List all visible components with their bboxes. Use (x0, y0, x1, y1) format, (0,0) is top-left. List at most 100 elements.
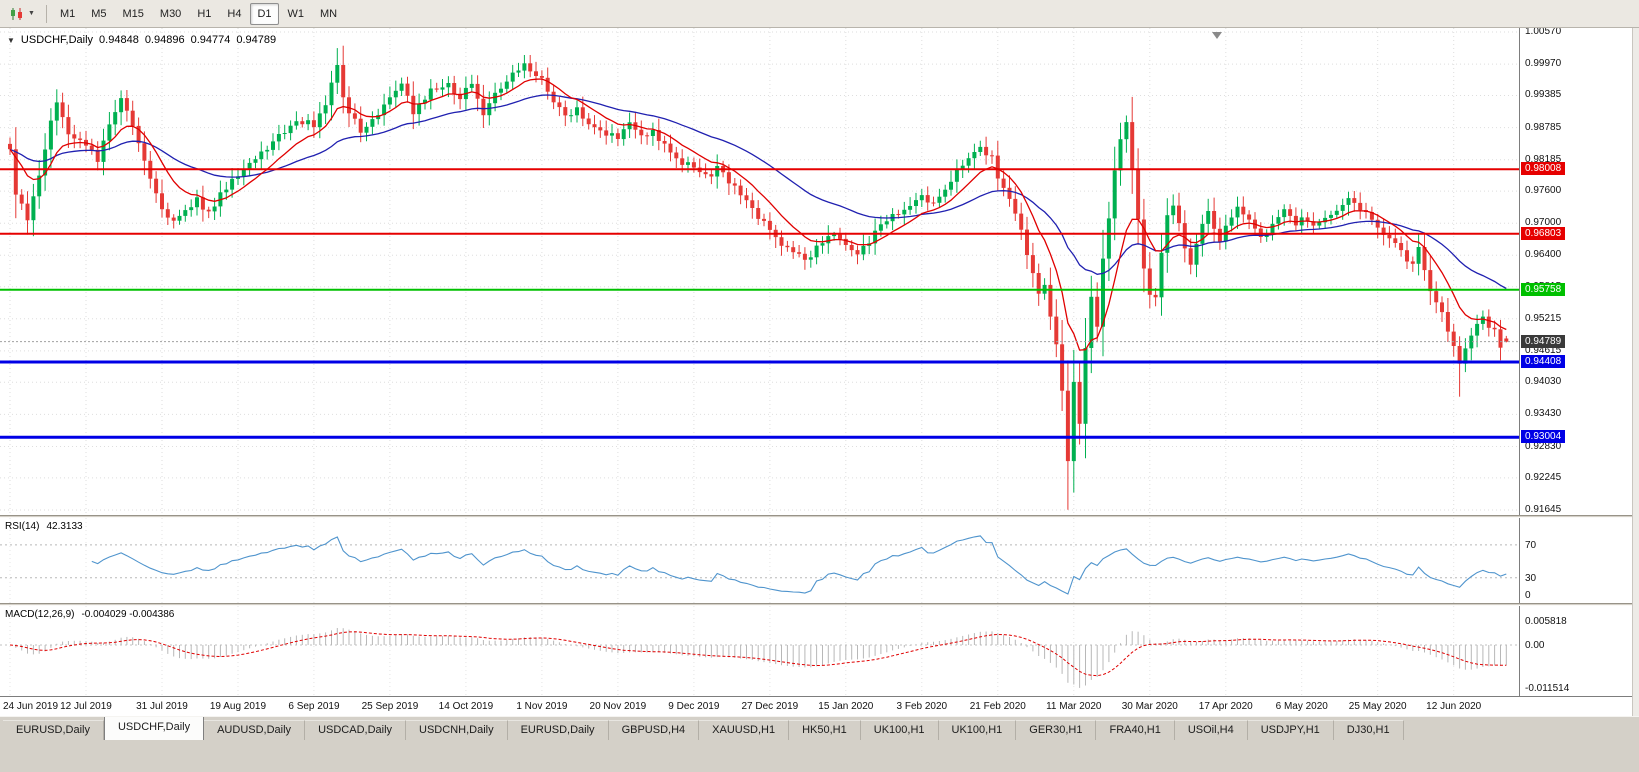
rsi-scale-label: 70 (1525, 539, 1537, 551)
date-label: 25 Sep 2019 (361, 701, 419, 712)
timeframe-button-h4[interactable]: H4 (227, 7, 242, 20)
bar-open-value: 0.94848 (99, 34, 139, 46)
candle-body (247, 162, 252, 170)
candle-body (954, 169, 959, 182)
candle-body (160, 193, 164, 210)
candle-body (1071, 381, 1076, 462)
candle-body (627, 122, 632, 130)
price-tick-label: 0.94030 (1525, 376, 1562, 388)
candle-body (154, 178, 159, 194)
candle-body (1136, 170, 1141, 220)
candle-body (271, 141, 275, 150)
timeframe-button-w1[interactable]: W1 (287, 7, 305, 20)
rsi-axis: 70 30 0 (1519, 518, 1632, 603)
chart-title: ▼ USDCHF,Daily 0.94848 0.94896 0.94774 0… (7, 34, 276, 46)
candle-body (259, 151, 264, 160)
timeframe-button-m1[interactable]: M1 (59, 7, 76, 20)
price-tick-label: 0.95215 (1525, 312, 1562, 324)
candle-body (1346, 198, 1351, 205)
chart-tab-audusd-daily[interactable]: AUDUSD,Daily (204, 720, 306, 740)
candle-body (142, 143, 147, 161)
window-right-edge (1632, 28, 1639, 716)
timeframe-button-m15[interactable]: M15 (122, 7, 144, 20)
candle-body (610, 133, 614, 136)
candle-body (656, 130, 661, 141)
chart-tab-gbpusd-h4[interactable]: GBPUSD,H4 (608, 720, 700, 740)
chart-tab-uk100-h1[interactable]: UK100,H1 (938, 720, 1017, 740)
price-chart-panel[interactable]: ▼ USDCHF,Daily 0.94848 0.94896 0.94774 0… (0, 28, 1639, 515)
candle-body (428, 88, 433, 100)
chart-type-icon[interactable]: ▼ (4, 4, 40, 24)
chart-tab-usoil-h4[interactable]: USOil,H4 (1174, 720, 1248, 740)
candle-body (341, 65, 346, 98)
price-tick-label: 0.98185 (1525, 153, 1562, 165)
candle-body (1019, 213, 1024, 230)
chart-tab-ger30-h1[interactable]: GER30,H1 (1016, 720, 1097, 740)
chart-tab-hk50-h1[interactable]: HK50,H1 (789, 720, 861, 740)
candle-body (1130, 122, 1135, 170)
chart-tab-usdjpy-h1[interactable]: USDJPY,H1 (1247, 720, 1334, 740)
chart-tab-usdcad-daily[interactable]: USDCAD,Daily (305, 720, 407, 740)
bar-low-value: 0.94774 (190, 34, 231, 46)
chart-tab-dj30-h1[interactable]: DJ30,H1 (1333, 720, 1404, 740)
chart-tab-usdcnh-daily[interactable]: USDCNH,Daily (406, 720, 508, 740)
chart-symbol-arrow-icon[interactable]: ▼ (7, 35, 15, 45)
fast-ma-line (9, 78, 1507, 351)
rsi-canvas[interactable] (0, 518, 1519, 603)
candle-body (101, 140, 106, 162)
chart-tab-uk100-h1[interactable]: UK100,H1 (860, 720, 939, 740)
timeframe-button-m5[interactable]: M5 (91, 7, 107, 20)
candle-body (107, 124, 112, 141)
candle-body (423, 99, 427, 104)
candle-body (516, 70, 521, 73)
chart-shift-marker-icon[interactable] (1212, 32, 1222, 39)
chart-tab-eurusd-daily[interactable]: EURUSD,Daily (507, 720, 609, 740)
candle-body (1463, 348, 1468, 364)
macd-indicator-panel[interactable]: MACD(12,26,9) -0.004029 -0.004386 0.0058… (0, 606, 1639, 696)
candle-body (72, 134, 77, 139)
candle-body (78, 138, 83, 140)
candle-body (1492, 327, 1497, 330)
candle-body (1118, 139, 1123, 171)
price-chart-canvas[interactable] (0, 28, 1519, 515)
chart-tab-eurusd-daily[interactable]: EURUSD,Daily (3, 720, 104, 740)
panel-splitter[interactable] (0, 603, 1639, 606)
candle-body (949, 181, 953, 190)
candle-body (1410, 261, 1415, 264)
timeframe-button-h1[interactable]: H1 (197, 7, 212, 20)
candle-body (417, 103, 422, 115)
date-label: 20 Nov 2019 (589, 701, 647, 712)
chart-tab-fra40-h1[interactable]: FRA40,H1 (1096, 720, 1175, 740)
rsi-indicator-panel[interactable]: RSI(14) 42.3133 70 30 0 (0, 518, 1639, 603)
time-axis[interactable]: 24 Jun 2019 12 Jul 2019 31 Jul 2019 19 Aug … (0, 696, 1639, 716)
timeframe-button-mn[interactable]: MN (320, 7, 338, 20)
date-label: 25 May 2020 (1348, 701, 1407, 712)
price-axis[interactable]: 1.00570 0.99970 0.99385 0.98785 0.98185 0.976… (1519, 28, 1632, 515)
candle-body (387, 97, 392, 105)
candle-body (1352, 198, 1357, 203)
price-tick-label: 0.92245 (1525, 471, 1562, 483)
macd-canvas[interactable] (0, 606, 1519, 696)
candle-body (580, 107, 585, 119)
timeframe-button-m30[interactable]: M30 (159, 7, 182, 20)
candle-body (335, 65, 340, 83)
chart-tab-xauusd-h1[interactable]: XAUUSD,H1 (699, 720, 790, 740)
candle-body (1153, 294, 1158, 298)
rsi-scale-label: 0 (1525, 590, 1531, 601)
candle-body (1329, 214, 1333, 218)
macd-axis: 0.005818 0.00 -0.011514 (1519, 606, 1632, 696)
timeframe-button-d1[interactable]: D1 (250, 2, 279, 25)
candle-body (1235, 206, 1240, 218)
candle-body (1422, 247, 1427, 271)
candle-body (452, 83, 457, 94)
level-price-label: 0.95758 (1521, 282, 1566, 296)
candle-body (1182, 223, 1187, 249)
panel-splitter[interactable] (0, 515, 1639, 518)
candle-body (1498, 329, 1503, 348)
candle-body (1054, 316, 1059, 345)
candle-body (674, 152, 679, 159)
date-label: 6 Sep 2019 (288, 701, 340, 712)
candle-body (1001, 178, 1006, 188)
chart-tab-usdchf-daily[interactable]: USDCHF,Daily (103, 717, 205, 740)
macd-label: MACD(12,26,9) (5, 609, 75, 620)
